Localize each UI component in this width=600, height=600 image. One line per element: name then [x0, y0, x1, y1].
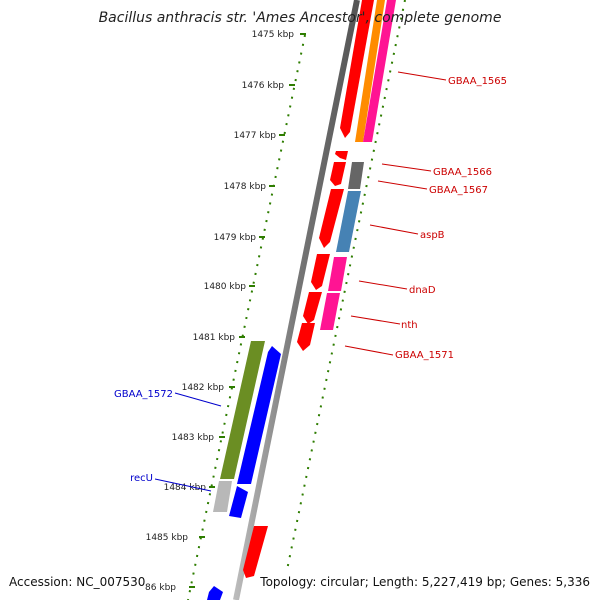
forward-genes [243, 0, 396, 578]
gene-dnad-red[interactable] [311, 254, 330, 290]
genes-label: Genes: [509, 575, 552, 589]
genes-value: 5,336 [555, 575, 590, 589]
gene-aspb[interactable] [336, 191, 361, 252]
length-value: 5,227,419 bp; [421, 575, 507, 589]
tick-label: 86 kbp [145, 583, 176, 593]
gene-label[interactable]: recU [130, 473, 153, 484]
gene-blue-bottom[interactable] [207, 586, 223, 600]
tick-label: 1481 kbp [193, 333, 236, 343]
gene-label[interactable]: nth [401, 320, 418, 331]
gene-nth-red[interactable] [303, 292, 322, 324]
tick-label: 1479 kbp [214, 233, 257, 243]
gene-red-small[interactable] [330, 162, 346, 186]
gene-label[interactable]: GBAA_1565 [448, 76, 507, 87]
gene-label[interactable]: aspB [420, 230, 445, 241]
gene-pink-top[interactable] [363, 0, 396, 142]
tick-label: 1484 kbp [164, 483, 207, 493]
accession-label: Accession: [9, 575, 73, 589]
gene-recu[interactable] [213, 481, 232, 512]
tick-marks [189, 33, 306, 588]
tick-label: 1480 kbp [204, 282, 247, 292]
tick-label: 1485 kbp [146, 533, 189, 543]
gene-label[interactable]: dnaD [409, 285, 436, 296]
tick-label: 1478 kbp [224, 182, 267, 192]
gene-red-lower[interactable] [243, 526, 268, 578]
gene-label[interactable]: GBAA_1567 [429, 185, 488, 196]
gene-blue-recu[interactable] [229, 486, 248, 518]
gene-orange[interactable] [355, 0, 385, 142]
length-label: Length: [372, 575, 419, 589]
tick-label: 1482 kbp [182, 383, 225, 393]
gene-label[interactable]: GBAA_1571 [395, 350, 454, 361]
map-title: Bacillus anthracis str. 'Ames Ancestor',… [98, 10, 502, 26]
tick-label: 1476 kbp [242, 81, 285, 91]
genome-backbone [233, 0, 360, 600]
topology-value: circular; [320, 575, 369, 589]
gene-dnad[interactable] [328, 257, 347, 291]
gene-red-aspb[interactable] [319, 189, 344, 248]
gene-labels: GBAA_1565 GBAA_1566 GBAA_1567 aspB dnaD … [114, 76, 507, 484]
gene-gbaa-1567[interactable] [348, 162, 364, 189]
topology-label: Topology: [260, 575, 317, 589]
gene-gbaa-1571[interactable] [297, 323, 315, 351]
gene-label[interactable]: GBAA_1566 [433, 167, 492, 178]
tick-labels: 1475 kbp 1476 kbp 1477 kbp 1478 kbp 1479… [145, 30, 294, 593]
label-leaders [154, 71, 447, 492]
gene-blue-long[interactable] [237, 346, 281, 484]
tick-label: 1483 kbp [172, 433, 215, 443]
accession-value: NC_007530 [76, 575, 146, 589]
accession-info: Accession: NC_007530 [9, 575, 145, 589]
gene-label[interactable]: GBAA_1572 [114, 389, 173, 400]
gene-gbaa-1566[interactable] [335, 151, 348, 160]
scale-dotted-line-left [187, 34, 306, 600]
reverse-genes [207, 341, 281, 600]
gene-gbaa-1565[interactable] [340, 0, 374, 138]
genome-stats: Topology: circular; Length: 5,227,419 bp… [260, 575, 590, 589]
tick-label: 1477 kbp [234, 131, 277, 141]
tick-label: 1475 kbp [252, 30, 295, 40]
scale-dotted-line-right [286, 0, 406, 571]
gene-gbaa-1572[interactable] [220, 341, 265, 479]
gene-nth[interactable] [320, 293, 340, 330]
